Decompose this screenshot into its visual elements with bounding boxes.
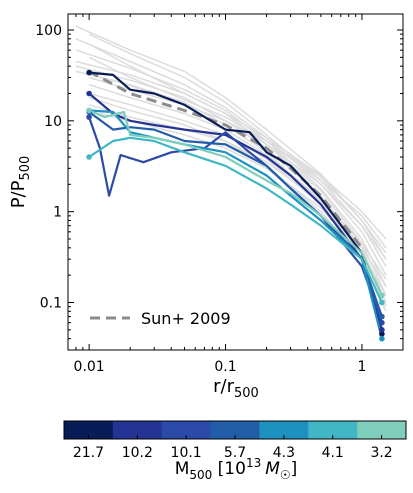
colorbar-ticks: 21.7 10.2 10.1 5.7 4.3 4.1 3.2	[73, 435, 393, 461]
background-curve-15	[88, 33, 387, 267]
background-curve-3	[75, 60, 387, 296]
colorbar-label: M500 [1013 M☉]	[175, 456, 298, 482]
reference-curve	[88, 70, 364, 249]
x-tick-label: 0.01	[74, 359, 105, 375]
colorbar	[64, 421, 407, 439]
series-endpoint-5-0	[86, 154, 92, 160]
series-endpoint-1-0	[86, 90, 92, 97]
colorbar-tick-label: 21.7	[73, 445, 104, 461]
series-endpoint-4-10	[379, 335, 385, 342]
colorbar-segment-0	[64, 421, 114, 439]
series-lines	[88, 71, 383, 339]
y-axis-ticks: 0.1 1 10 100	[35, 23, 403, 351]
y-tick-label: 0.1	[40, 296, 62, 312]
y-tick-label: 1	[53, 205, 62, 221]
legend-label: Sun+ 2009	[141, 309, 231, 328]
x-axis-label: r/r500	[213, 376, 259, 401]
background-curve-7	[88, 83, 387, 280]
series-endpoint-2-13	[379, 319, 385, 326]
colorbar-tick-label: 4.3	[273, 445, 295, 461]
series-endpoint-0-11	[379, 331, 385, 337]
background-curve-1	[75, 38, 387, 276]
series-endpoint-0-0	[86, 69, 92, 76]
series-endpoint-3-10	[379, 313, 385, 320]
colorbar-segment-3	[210, 421, 260, 439]
reference-curve-line	[88, 70, 364, 249]
series-line-3	[88, 111, 383, 317]
legend: Sun+ 2009	[90, 309, 231, 328]
colorbar-segment-4	[259, 421, 309, 439]
series-endpoint-6-11	[379, 292, 385, 299]
background-curve-10	[88, 56, 387, 249]
y-tick-label: 100	[35, 23, 62, 39]
series-line-6	[88, 109, 383, 296]
series-line-4	[89, 109, 383, 339]
colorbar-tick-label: 3.2	[370, 445, 392, 461]
series-points	[86, 69, 385, 342]
colorbar-tick-label: 4.1	[322, 445, 344, 461]
background-curve-11	[88, 43, 387, 240]
series-endpoint-1-10	[379, 327, 385, 333]
x-tick-label: 1	[357, 359, 366, 375]
y-axis-label: P/P500	[8, 156, 33, 209]
colorbar-segment-6	[357, 421, 407, 439]
series-endpoint-5-10	[379, 299, 385, 306]
colorbar-tick-label: 10.2	[122, 445, 153, 461]
plot-frame	[67, 13, 404, 351]
colorbar-segment-5	[308, 421, 358, 439]
series-line-0	[88, 71, 383, 335]
colorbar-tick-label: 5.7	[224, 445, 246, 461]
series-line-5	[88, 136, 383, 303]
series-line-1	[88, 92, 383, 331]
y-tick-label: 10	[44, 114, 62, 130]
series-endpoint-2-0	[86, 114, 92, 120]
colorbar-segment-2	[161, 421, 212, 439]
colorbar-segment-1	[112, 421, 163, 439]
x-tick-label: 0.1	[214, 359, 236, 375]
x-axis-ticks: 0.01 0.1 1	[67, 14, 404, 375]
series-endpoint-6-0	[86, 107, 92, 114]
colorbar-tick-label: 10.1	[171, 445, 202, 461]
